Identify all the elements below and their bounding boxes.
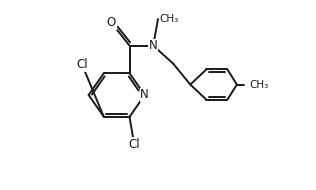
Text: CH₃: CH₃ <box>249 80 269 89</box>
Text: Cl: Cl <box>128 138 140 151</box>
Text: O: O <box>107 16 116 29</box>
Text: N: N <box>140 89 149 101</box>
Text: CH₃: CH₃ <box>159 14 178 24</box>
Text: N: N <box>149 39 158 52</box>
Text: Cl: Cl <box>76 58 88 71</box>
